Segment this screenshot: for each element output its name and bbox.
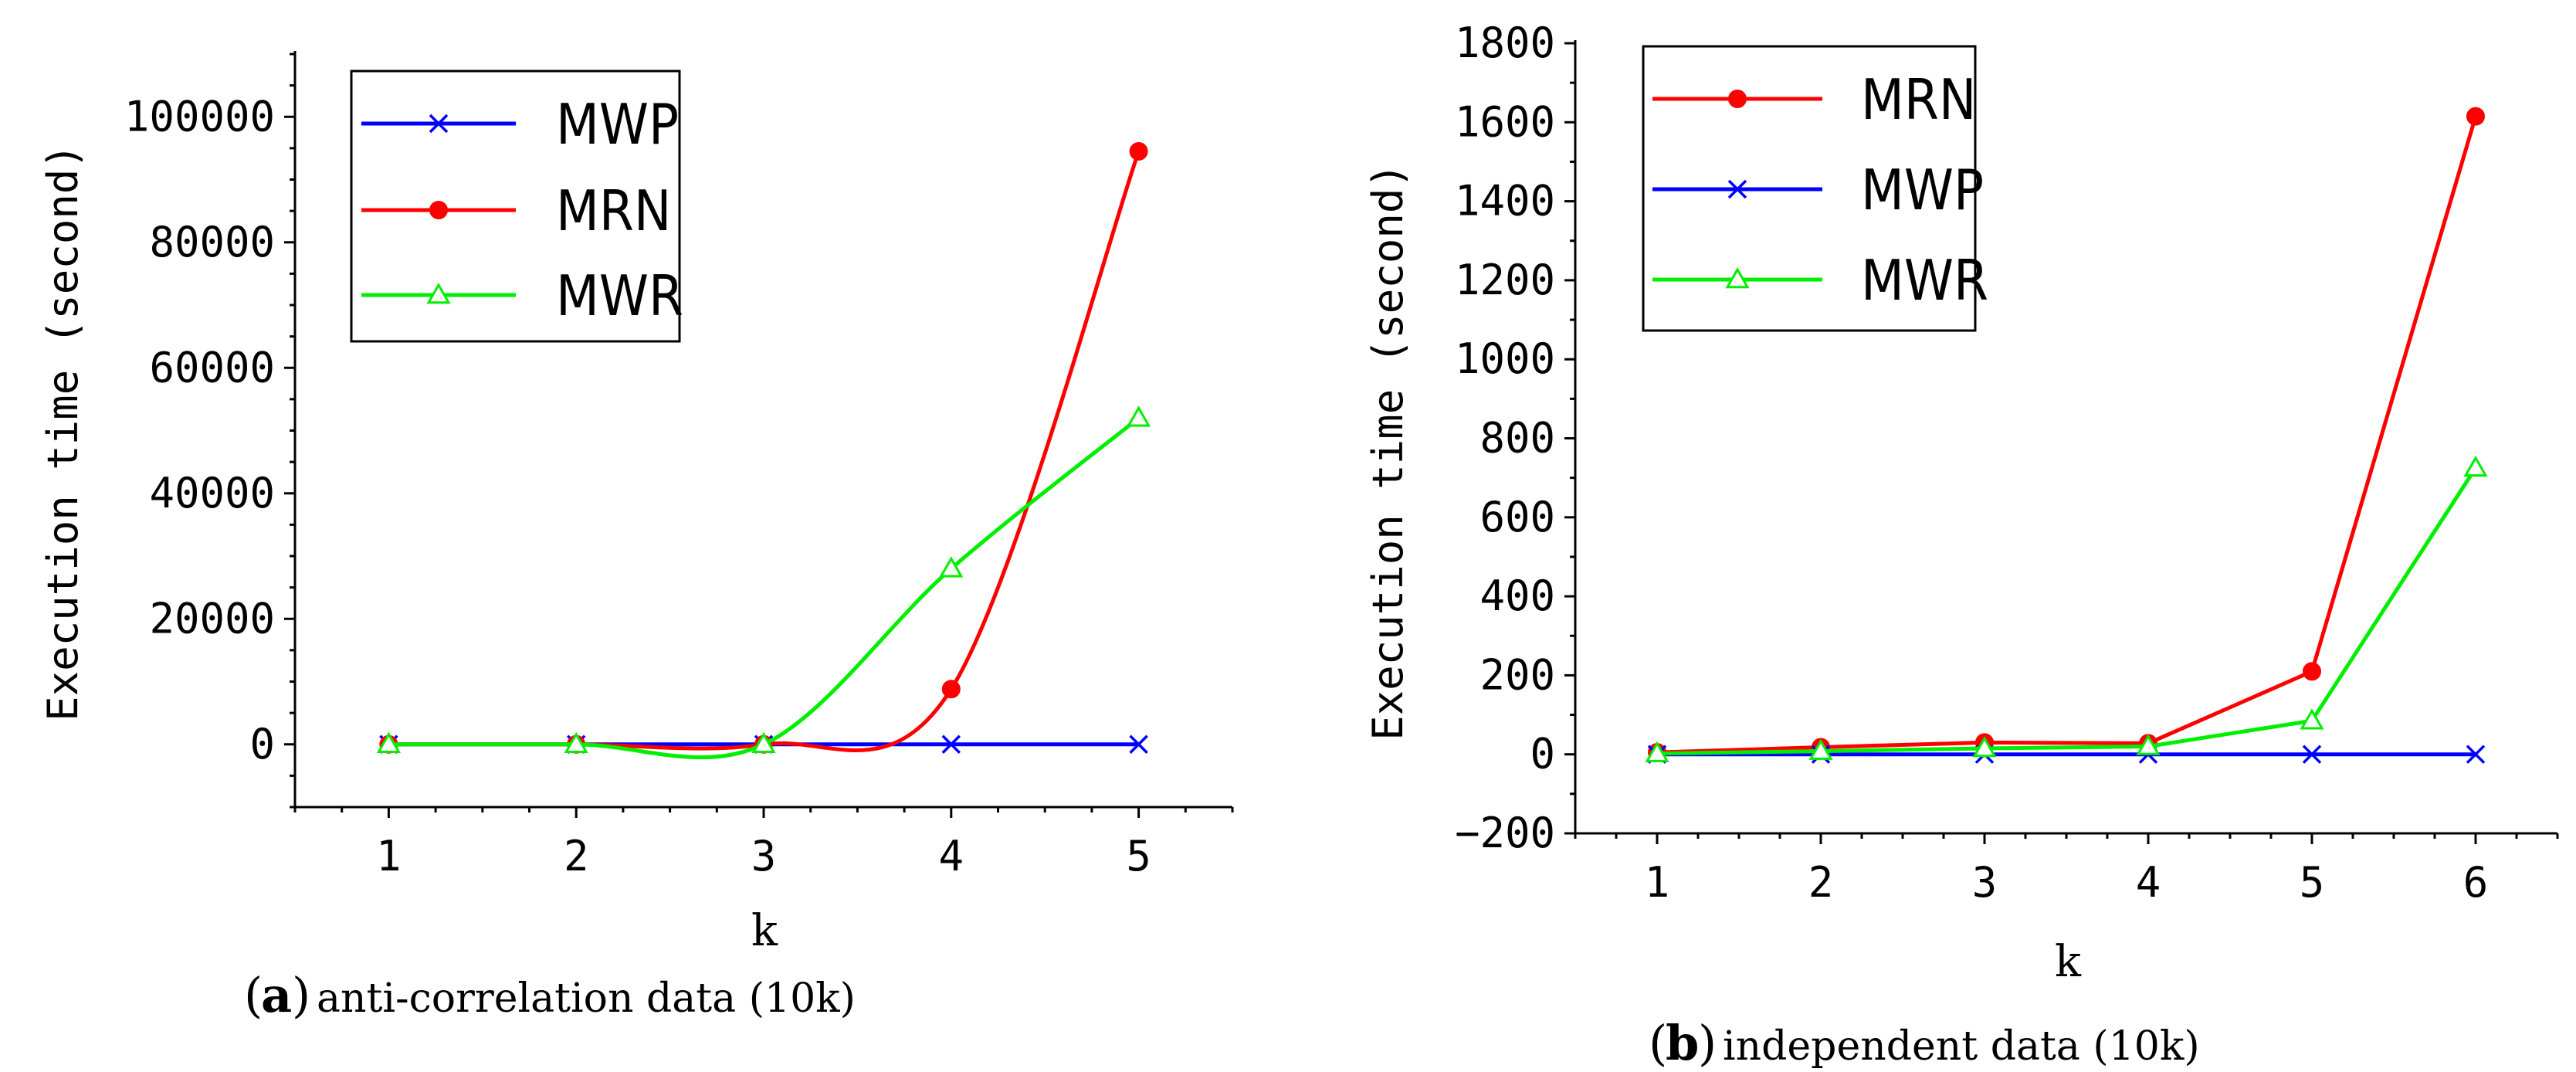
chart-b-y-tick-label: 1800 [1455, 19, 1555, 67]
chart-b-x-axis-label: k [2055, 937, 2082, 987]
chart-a-y-tick-label: 40000 [149, 469, 275, 517]
chart-b-legend-marker-mrn [1728, 90, 1747, 108]
chart-b-y-tick-label: 600 [1480, 493, 1555, 541]
chart-b-x-tick-label: 6 [2463, 858, 2489, 907]
chart-b-mrn-point [2466, 107, 2485, 126]
chart-b-series-mrn-line [1656, 115, 2478, 755]
chart-a-y-tick-label: 100000 [124, 92, 275, 141]
chart-a-legend-label-mwp: MWP [556, 92, 679, 157]
chart-a-legend-item-mrn: MRN [361, 178, 671, 243]
chart-a-caption-text: anti-correlation data (10k) [317, 975, 856, 1022]
chart-a-x-tick-label: 5 [1126, 832, 1151, 880]
chart-a-x-tick-label: 4 [939, 832, 964, 880]
svg-text:): ) [292, 967, 310, 1023]
chart-b-mwr-point [1972, 736, 1997, 758]
chart-a-y-tick-label: 0 [249, 720, 275, 768]
chart-b-y-axis-label: Execution time (second) [1364, 163, 1412, 741]
chart-a-legend-item-mwp: MWP [361, 92, 679, 157]
chart-a-mwr-point [751, 731, 776, 753]
chart-b-mwr-point [2136, 734, 2161, 755]
chart-b-mwp-point [2302, 745, 2322, 764]
chart-b-legend-item-mwp: MWP [1652, 158, 1984, 222]
chart-a-mrn-point [1129, 141, 1148, 161]
svg-text:(: ( [1649, 1015, 1667, 1071]
chart-b-mwr-point [2300, 708, 2324, 730]
chart-b-legend-label-mwr: MWR [1861, 248, 1988, 313]
chart-b-legend-item-mwr: MWR [1652, 248, 1988, 313]
chart-a-legend-label-mrn: MRN [556, 178, 671, 243]
chart-a-x-tick-label: 2 [564, 832, 589, 880]
chart-b-caption-text: independent data (10k) [1723, 1023, 2200, 1070]
chart-b-x-tick-label: 2 [1808, 858, 1834, 907]
chart-b-y-tick-label: 0 [1530, 730, 1555, 779]
chart-b-legend-label-mrn: MRN [1861, 67, 1976, 132]
chart-b-legend-marker-mwr [1725, 266, 1750, 289]
chart-a-legend-item-mwr: MWR [361, 263, 683, 328]
chart-b-series-mwr-line [1656, 466, 2478, 756]
chart-a-legend-marker-mwp [429, 114, 449, 134]
chart-a-mrn-point [941, 680, 961, 699]
chart-a-mwr-point [564, 731, 588, 753]
chart-a-mwp-point [1129, 734, 1148, 754]
chart-b: Execution time (second) k ( b ) independ… [1364, 19, 2559, 1071]
chart-b-y-tick-label: 1600 [1455, 97, 1555, 146]
chart-a-y-axis-label: Execution time (second) [39, 144, 87, 721]
chart-b-legend: MRN MWP MWR [1642, 45, 1988, 332]
chart-a-mwp-point [941, 734, 961, 754]
chart-a-x-axis-label: k [751, 906, 778, 956]
chart-a-mwr-point [1127, 405, 1151, 427]
chart-a: Execution time (second) k ( a ) anti-cor… [39, 51, 1234, 1023]
chart-b-y-tick-label: 1000 [1455, 334, 1555, 383]
chart-b-y-tick-label: −200 [1455, 809, 1555, 857]
chart-b-y-tick-label: 1400 [1455, 177, 1555, 226]
chart-b-mwr-point [1808, 738, 1833, 760]
chart-b-mwr-point [1645, 741, 1669, 762]
chart-a-legend-marker-mwr [426, 282, 451, 304]
chart-b-y-tick-label: 200 [1480, 650, 1555, 699]
chart-b-legend-label-mwp: MWP [1861, 158, 1984, 222]
svg-text:(: ( [244, 967, 263, 1023]
chart-b-x-tick-label: 1 [1645, 858, 1670, 907]
chart-b-y-tick-label: 1200 [1455, 256, 1555, 304]
chart-b-caption: ( b ) independent data (10k) [1649, 1015, 2200, 1071]
chart-a-series-mwr-markers [376, 405, 1151, 753]
chart-a-x-tick-label: 1 [376, 832, 402, 880]
svg-text:): ) [1698, 1015, 1717, 1071]
chart-b-x-tick-label: 5 [2300, 858, 2325, 907]
chart-b-mwr-point [2463, 455, 2488, 477]
chart-b-legend-item-mrn: MRN [1652, 67, 1976, 132]
chart-b-legend-marker-mwp [1727, 179, 1747, 199]
chart-b-x-tick-label: 4 [2136, 858, 2161, 907]
chart-a-caption-letter: a [261, 967, 292, 1023]
chart-a-caption: ( a ) anti-correlation data (10k) [244, 967, 856, 1023]
chart-a-mwr-point [939, 556, 964, 578]
chart-a-legend: MWP MRN MWR [350, 70, 683, 343]
chart-a-mwr-point [376, 731, 401, 753]
chart-a-legend-label-mwr: MWR [556, 263, 683, 328]
chart-b-y-tick-label: 800 [1480, 414, 1555, 463]
chart-b-mrn-point [2303, 662, 2321, 681]
chart-b-series-mwr-markers [1645, 455, 2488, 762]
chart-b-mwp-point [2466, 745, 2486, 764]
chart-b-caption-letter: b [1666, 1015, 1699, 1071]
chart-a-y-tick-label: 80000 [149, 218, 275, 266]
chart-a-y-tick-label: 60000 [149, 343, 275, 392]
chart-a-x-tick-label: 3 [751, 832, 777, 880]
chart-a-series-mwr-line [388, 416, 1141, 760]
chart-b-x-tick-label: 3 [1972, 858, 1998, 907]
chart-a-legend-marker-mrn [429, 201, 448, 219]
chart-b-y-tick-label: 400 [1480, 572, 1555, 620]
chart-a-y-tick-label: 20000 [149, 594, 275, 643]
